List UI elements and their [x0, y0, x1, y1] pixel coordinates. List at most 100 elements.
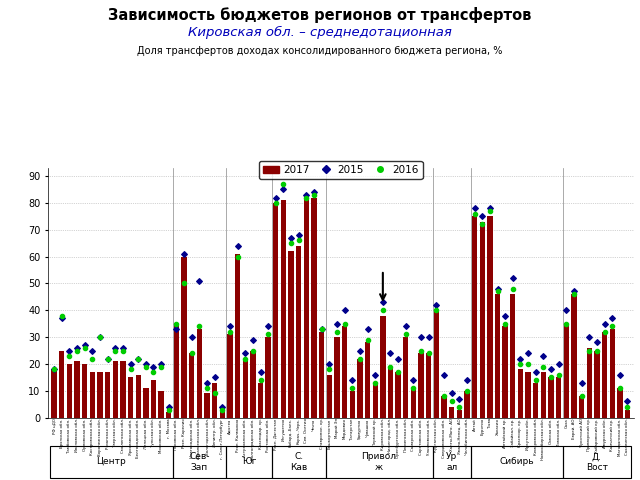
Point — [187, 349, 197, 357]
Point — [286, 234, 296, 241]
Bar — [411, 388, 416, 418]
Point — [531, 368, 541, 376]
Point — [202, 379, 212, 386]
Bar — [281, 200, 286, 418]
Point — [401, 323, 411, 330]
Bar — [304, 200, 309, 418]
Point — [232, 253, 243, 261]
Point — [57, 312, 67, 320]
Point — [424, 349, 434, 357]
Bar — [212, 383, 218, 418]
Point — [332, 320, 342, 327]
Point — [87, 347, 97, 354]
Point — [118, 344, 128, 352]
Point — [355, 347, 365, 354]
Point — [286, 240, 296, 247]
Point — [125, 365, 136, 373]
Bar — [564, 324, 569, 418]
Point — [187, 333, 197, 341]
Point — [339, 306, 349, 314]
Point — [362, 325, 372, 333]
Bar — [143, 388, 148, 418]
Text: Д.
Вост: Д. Вост — [586, 452, 608, 472]
Bar — [235, 254, 240, 418]
Bar — [510, 294, 515, 418]
Point — [332, 328, 342, 336]
Bar — [181, 257, 187, 418]
Point — [240, 349, 250, 357]
Point — [454, 403, 465, 411]
Point — [592, 338, 602, 346]
Point — [546, 365, 556, 373]
Bar — [403, 337, 408, 418]
Point — [577, 379, 587, 386]
Bar — [128, 377, 133, 418]
Point — [492, 288, 502, 295]
Point — [209, 390, 220, 397]
Text: Привол
ж: Привол ж — [362, 452, 397, 472]
Bar — [334, 337, 340, 418]
Point — [500, 320, 510, 327]
Point — [622, 403, 632, 411]
Bar — [319, 332, 324, 418]
Bar — [189, 353, 195, 418]
Point — [179, 279, 189, 287]
Point — [523, 349, 533, 357]
Point — [148, 368, 159, 376]
Point — [179, 250, 189, 258]
Bar — [349, 391, 355, 418]
Bar — [372, 385, 378, 418]
Point — [622, 397, 632, 405]
Bar — [59, 350, 65, 418]
Bar — [266, 337, 271, 418]
Bar — [258, 383, 263, 418]
Point — [515, 360, 525, 368]
Point — [195, 323, 205, 330]
Point — [362, 336, 372, 344]
Point — [248, 347, 258, 354]
Point — [508, 274, 518, 282]
Point — [484, 207, 495, 215]
Point — [133, 355, 143, 362]
Point — [248, 336, 258, 344]
Bar — [151, 380, 156, 418]
Point — [492, 285, 502, 293]
Point — [393, 368, 403, 376]
Point — [614, 384, 625, 392]
Point — [156, 363, 166, 371]
Point — [347, 376, 357, 384]
Point — [225, 328, 235, 336]
Point — [125, 360, 136, 368]
Point — [470, 210, 480, 217]
Point — [439, 371, 449, 379]
Point — [554, 371, 564, 379]
Point — [195, 277, 205, 285]
Point — [240, 355, 250, 362]
Bar — [220, 412, 225, 418]
Point — [416, 347, 426, 354]
Bar — [90, 372, 95, 418]
Point — [515, 355, 525, 362]
Bar — [380, 316, 385, 418]
Point — [378, 306, 388, 314]
Point — [408, 376, 419, 384]
Bar — [82, 364, 88, 418]
Point — [278, 186, 289, 193]
Bar — [136, 375, 141, 418]
Bar — [396, 372, 401, 418]
Bar — [120, 361, 125, 418]
Point — [255, 376, 266, 384]
Point — [263, 323, 273, 330]
Point — [607, 323, 618, 330]
Point — [271, 194, 281, 202]
Bar — [464, 391, 470, 418]
Point — [309, 188, 319, 196]
Point — [148, 363, 159, 371]
Point — [57, 314, 67, 322]
Point — [263, 331, 273, 338]
Bar — [541, 372, 546, 418]
Point — [324, 365, 335, 373]
Point — [447, 397, 457, 405]
Bar — [456, 409, 462, 418]
Bar — [518, 369, 523, 418]
